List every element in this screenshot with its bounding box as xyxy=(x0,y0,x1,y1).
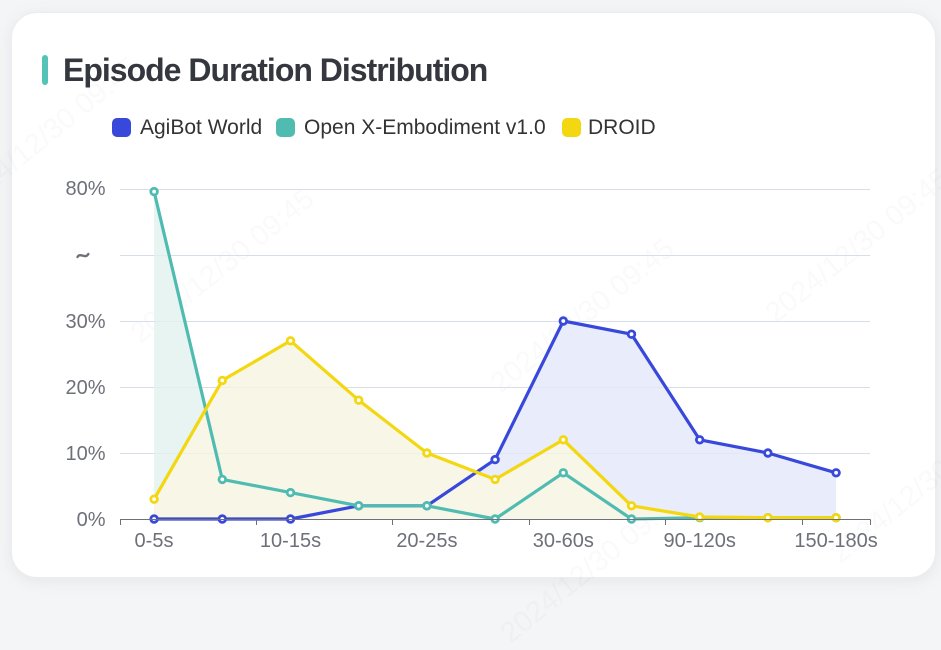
svg-text:0%: 0% xyxy=(77,509,106,531)
svg-text:30%: 30% xyxy=(65,311,105,333)
svg-text:80%: 80% xyxy=(65,178,105,200)
svg-text:150-180s: 150-180s xyxy=(794,530,877,552)
svg-text:30-60s: 30-60s xyxy=(533,530,594,552)
svg-text:0-5s: 0-5s xyxy=(135,530,174,552)
svg-text:10%: 10% xyxy=(65,443,105,465)
svg-text:90-120s: 90-120s xyxy=(664,530,736,552)
svg-text:20-25s: 20-25s xyxy=(396,530,457,552)
svg-text:10-15s: 10-15s xyxy=(260,530,321,552)
svg-text:20%: 20% xyxy=(65,377,105,399)
